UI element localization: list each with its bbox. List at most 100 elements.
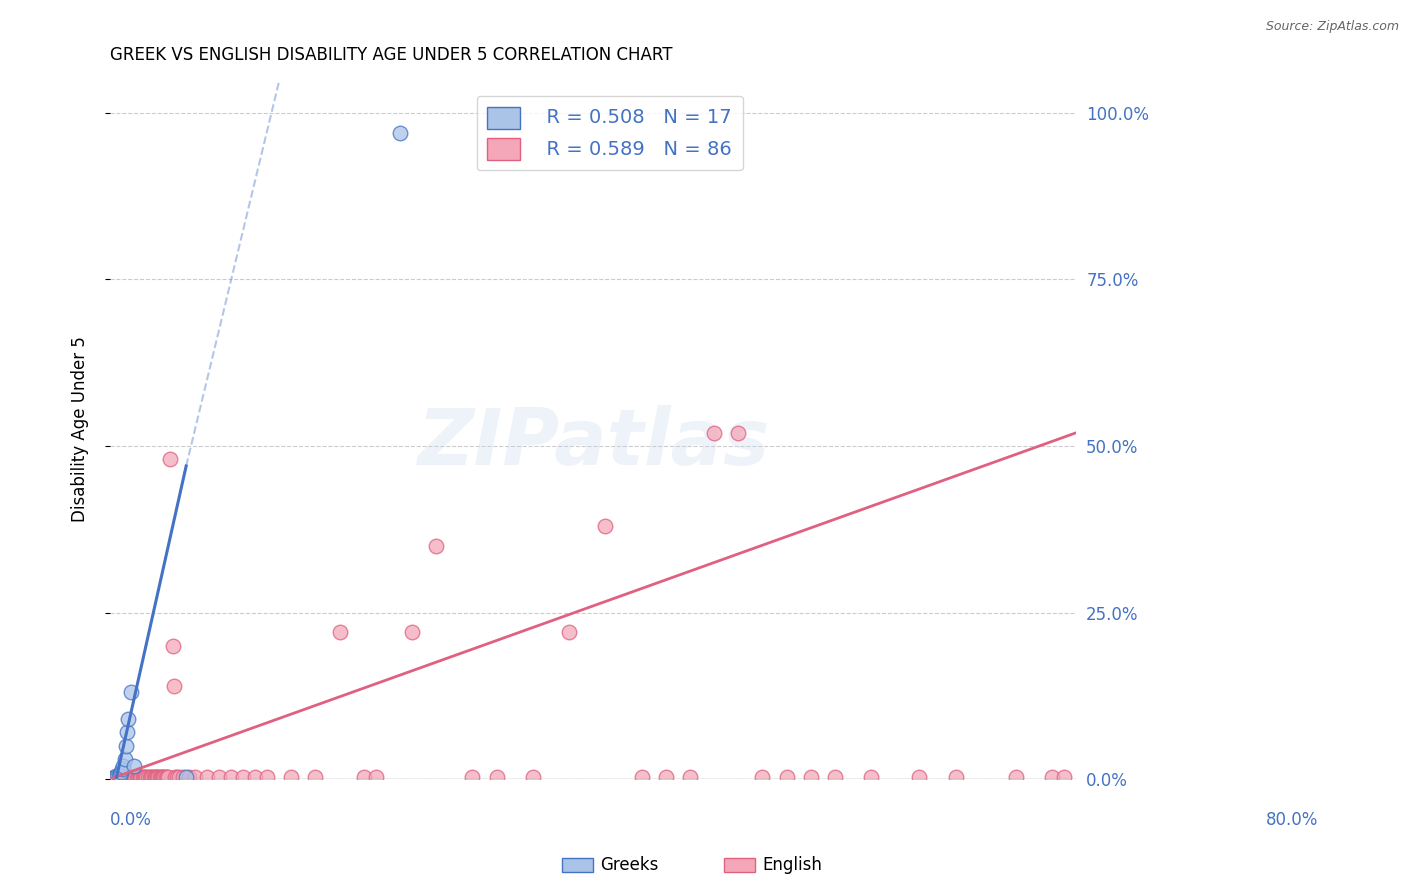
Point bbox=[112, 770, 135, 784]
Point bbox=[129, 770, 152, 784]
Point bbox=[364, 770, 387, 784]
Point bbox=[146, 770, 169, 784]
Point bbox=[114, 752, 136, 766]
Point bbox=[800, 770, 823, 784]
Text: ZIPatlas: ZIPatlas bbox=[418, 405, 769, 482]
Point bbox=[145, 770, 167, 784]
Point bbox=[165, 770, 187, 784]
Point bbox=[824, 770, 846, 784]
Point bbox=[172, 770, 194, 784]
Text: Source: ZipAtlas.com: Source: ZipAtlas.com bbox=[1265, 20, 1399, 33]
Point bbox=[679, 770, 702, 784]
Point bbox=[280, 770, 302, 784]
Point bbox=[353, 770, 375, 784]
Point bbox=[167, 770, 190, 784]
Point bbox=[136, 770, 159, 784]
Point bbox=[174, 770, 197, 784]
Point bbox=[1040, 770, 1063, 784]
Text: GREEK VS ENGLISH DISABILITY AGE UNDER 5 CORRELATION CHART: GREEK VS ENGLISH DISABILITY AGE UNDER 5 … bbox=[110, 46, 672, 64]
Point bbox=[117, 712, 139, 726]
Point bbox=[134, 770, 156, 784]
Point bbox=[157, 770, 180, 784]
Point bbox=[118, 770, 141, 784]
Point bbox=[139, 770, 162, 784]
Point bbox=[1005, 770, 1028, 784]
Point bbox=[105, 770, 128, 784]
Point bbox=[908, 770, 931, 784]
Point bbox=[105, 769, 128, 783]
Point bbox=[425, 539, 447, 553]
Point bbox=[219, 770, 242, 784]
Point bbox=[388, 126, 411, 140]
Point bbox=[120, 770, 142, 784]
Point bbox=[177, 770, 200, 784]
Point bbox=[128, 770, 150, 784]
Text: English: English bbox=[762, 856, 823, 874]
Text: Greeks: Greeks bbox=[600, 856, 659, 874]
Point bbox=[401, 625, 423, 640]
Point bbox=[149, 770, 172, 784]
Point bbox=[751, 770, 773, 784]
Point bbox=[132, 770, 155, 784]
Point bbox=[143, 770, 166, 784]
Point bbox=[115, 725, 138, 739]
Point bbox=[148, 770, 170, 784]
Point bbox=[243, 770, 266, 784]
Point bbox=[159, 452, 181, 467]
Point bbox=[103, 770, 125, 784]
Point bbox=[163, 679, 186, 693]
Point bbox=[131, 770, 153, 784]
Point bbox=[155, 770, 177, 784]
Point bbox=[107, 769, 129, 783]
Point bbox=[124, 770, 146, 784]
Point bbox=[125, 770, 148, 784]
Point bbox=[121, 770, 143, 784]
Point bbox=[112, 758, 135, 772]
Point bbox=[208, 770, 231, 784]
Point bbox=[111, 770, 134, 784]
Point bbox=[149, 770, 172, 784]
Point bbox=[558, 625, 581, 640]
Point bbox=[945, 770, 967, 784]
Point bbox=[595, 519, 617, 533]
Point bbox=[108, 768, 131, 782]
Point bbox=[141, 770, 163, 784]
Text: 0.0%: 0.0% bbox=[110, 811, 152, 829]
Point bbox=[630, 770, 652, 784]
Point bbox=[110, 770, 132, 784]
Point bbox=[105, 770, 128, 784]
Point bbox=[114, 770, 136, 784]
Point bbox=[131, 770, 153, 784]
Point bbox=[122, 758, 145, 772]
Point bbox=[120, 685, 142, 699]
Point bbox=[166, 770, 188, 784]
Point bbox=[522, 770, 544, 784]
Point bbox=[775, 770, 797, 784]
Point bbox=[195, 770, 218, 784]
Point bbox=[114, 770, 136, 784]
Point bbox=[304, 770, 326, 784]
Point bbox=[104, 770, 127, 784]
Point bbox=[256, 770, 278, 784]
Point bbox=[122, 770, 145, 784]
Point bbox=[152, 770, 174, 784]
Point bbox=[162, 639, 184, 653]
Point bbox=[156, 770, 179, 784]
Point bbox=[135, 770, 157, 784]
Point bbox=[142, 770, 165, 784]
Point bbox=[122, 770, 145, 784]
Point bbox=[107, 770, 129, 784]
Point bbox=[150, 770, 173, 784]
Point bbox=[127, 770, 149, 784]
Text: 80.0%: 80.0% bbox=[1265, 811, 1317, 829]
Point bbox=[108, 770, 131, 784]
Point bbox=[139, 770, 162, 784]
Point bbox=[111, 762, 134, 776]
Point bbox=[654, 770, 676, 784]
Point bbox=[703, 425, 725, 440]
Point bbox=[114, 739, 136, 753]
Point bbox=[329, 625, 352, 640]
Point bbox=[183, 770, 205, 784]
Point bbox=[117, 770, 139, 784]
Legend:   R = 0.508   N = 17,   R = 0.589   N = 86: R = 0.508 N = 17, R = 0.589 N = 86 bbox=[477, 95, 742, 170]
